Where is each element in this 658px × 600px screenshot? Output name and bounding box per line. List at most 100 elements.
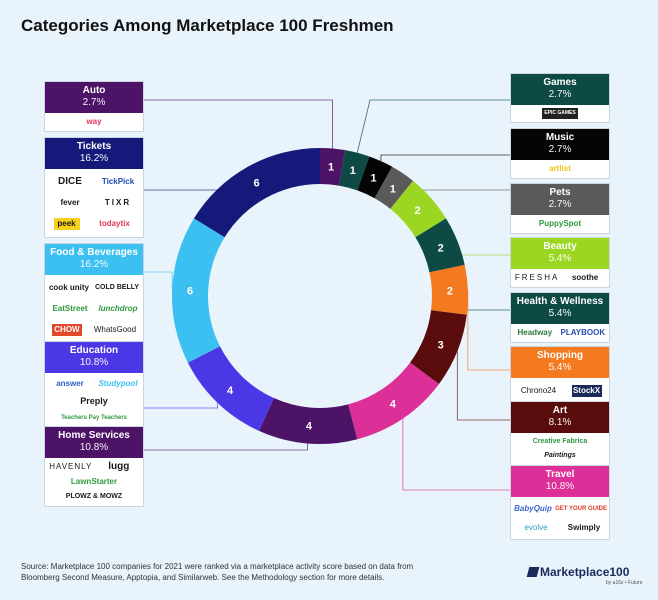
logo-plowz-mowz: PLOWZ & MOWZ [65,492,123,500]
logo-lugg: lugg [108,461,130,473]
connector-food-and-beverages [143,271,173,290]
logo-eatstreet: EatStreet [52,303,88,313]
logo-way: way [86,117,102,126]
card-food: Food & Beverages 16.2% cook unity COLD B… [44,243,144,344]
donut-slice-labels: 1 1 1 1 2 2 2 3 4 4 4 6 6 [187,161,453,432]
logo-whatsgood: WhatsGood [93,325,137,335]
logo-artlist: artlist [549,164,571,173]
logo-chow: CHOW [51,324,82,337]
logo-fever: fever [60,197,80,207]
card-food-name: Food & Beverages [50,247,138,258]
logo-todaytix: todaytix [99,219,130,229]
slice-games [338,150,370,191]
card-travel-name: Travel [545,469,575,480]
logo-epic-games: EPIC GAMES [542,108,578,119]
card-pets-name: Pets [549,187,571,198]
slice-travel [348,362,439,440]
card-shopping-percent: 5.4% [548,362,572,373]
slice-label-games: 1 [350,165,356,177]
logo-fresha: FRESHA [514,273,560,282]
slice-tickets [193,148,320,238]
slice-shopping [429,264,469,315]
slice-label-tickets: 6 [254,178,260,190]
card-games-name: Games [543,77,577,88]
logo-babyquip: BabyQuip [514,503,552,513]
card-tickets-name: Tickets [76,141,112,152]
logo-cook-unity: cook unity [48,282,89,292]
logo-studypool: Studypool [98,378,138,388]
card-auto: Auto 2.7% way [44,81,144,132]
card-shopping-name: Shopping [536,350,584,361]
card-tickets: Tickets 16.2% DICE TickPick fever TIXR p… [44,137,144,238]
logo-answer: answer [56,378,84,388]
card-health-name: Health & Wellness [516,296,604,307]
connector-music [380,154,510,162]
connector-home-services [143,443,308,451]
card-health-percent: 5.4% [548,308,572,319]
card-health-wellness: Health & Wellness 5.4% Headway PLAYBOOK [510,292,610,343]
slice-label-art: 3 [438,339,444,351]
brand-name: Marketplace100 [540,565,630,579]
logo-creative-fabrica: Creative Fabrica [532,438,588,445]
card-travel-percent: 10.8% [545,481,575,492]
slice-pets [374,166,413,209]
slice-beauty [390,180,447,238]
card-auto-percent: 2.7% [82,97,106,108]
logo-lunchdrop: lunchdrop [98,303,138,313]
card-games-percent: 2.7% [548,89,572,100]
card-shopping: Shopping 5.4% Chrono24 StockX [510,346,610,405]
logo-puppyspot: PuppySpot [538,219,582,228]
logo-preply: Preply [80,395,108,406]
slice-label-auto: 1 [328,161,334,173]
logo-peek: peek [53,218,80,231]
logo-teachers-pay-teachers: Teachers Pay Teachers [61,415,127,422]
slice-health-and-wellness [415,218,465,273]
slice-label-home-services: 4 [306,421,313,433]
card-auto-header: Auto 2.7% [45,82,143,113]
card-home-percent: 10.8% [79,442,109,453]
connector-auto [143,99,333,149]
card-pets-percent: 2.7% [548,199,572,210]
slice-label-pets: 1 [390,183,396,195]
card-pets: Pets 2.7% PuppySpot [510,183,610,234]
logo-stockx: StockX [571,385,602,397]
card-tickets-percent: 16.2% [79,153,109,164]
slice-home-services [259,398,358,444]
slice-auto [320,148,346,186]
logo-tickpick: TickPick [101,176,135,186]
connector-art [456,351,510,421]
logo-headway: Headway [517,328,553,337]
logo-playbook: PLAYBOOK [560,328,606,337]
card-home-name: Home Services [58,430,130,441]
card-auto-name: Auto [82,85,106,96]
logo-tixr: TIXR [104,197,132,207]
slice-label-food-and-beverages: 6 [187,285,193,297]
logo-getyourguide: GET YOUR GUIDE [555,505,607,512]
logo-paintings: Paintings [544,452,576,459]
slice-label-music: 1 [370,173,376,185]
card-education-percent: 10.8% [79,357,109,368]
card-travel: Travel 10.8% BabyQuip GET YOUR GUIDE evo… [510,465,610,540]
slice-education [187,346,274,431]
logo-cold-belly: COLD BELLY [94,283,140,291]
donut-slices [171,148,469,444]
card-music-percent: 2.7% [548,144,572,155]
card-home-services: Home Services 10.8% HAVENLY lugg LawnSta… [44,426,144,507]
brand-mark-icon [526,567,540,577]
slice-label-travel: 4 [390,399,397,411]
slice-label-shopping: 2 [447,285,453,297]
connector-shopping [467,289,510,371]
card-games: Games 2.7% EPIC GAMES [510,73,610,123]
card-beauty-name: Beauty [543,241,577,252]
card-art: Art 8.1% Creative Fabrica Paintings fine… [510,401,610,474]
logo-soothe: soothe [571,273,599,282]
connector-games [356,99,510,153]
card-art-name: Art [552,405,568,416]
card-beauty: Beauty 5.4% FRESHA soothe [510,237,610,288]
logo-havenly: HAVENLY [49,462,93,472]
brand-subtitle: by a16z • Future [606,580,643,586]
card-education: Education 10.8% answer Studypool Preply … [44,341,144,430]
card-music-name: Music [545,132,575,143]
brand-logo: Marketplace100 [526,565,630,579]
slice-label-beauty: 2 [415,205,421,217]
